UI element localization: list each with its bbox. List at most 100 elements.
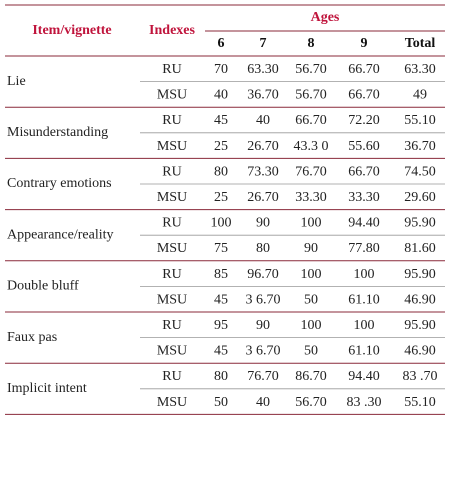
cell: 74.50 xyxy=(404,164,436,179)
cell: 49 xyxy=(413,88,427,103)
item-label: Faux pas xyxy=(7,330,57,345)
cell: 45 xyxy=(214,344,228,359)
cell: 95 xyxy=(214,318,228,333)
cell: 70 xyxy=(214,62,228,77)
cell: 40 xyxy=(256,113,270,128)
cell: 40 xyxy=(214,88,228,103)
index-label: RU xyxy=(162,267,181,282)
cell: 36.70 xyxy=(404,139,436,154)
index-label: MSU xyxy=(157,88,187,103)
cell: 83 .70 xyxy=(403,369,438,384)
cell: 46.90 xyxy=(404,344,436,359)
column-header: 9 xyxy=(361,36,368,51)
cell: 26.70 xyxy=(247,139,279,154)
column-header: Total xyxy=(405,36,436,51)
cell: 25 xyxy=(214,190,228,205)
cell: 50 xyxy=(304,344,318,359)
cell: 29.60 xyxy=(404,190,436,205)
cell: 86.70 xyxy=(295,369,327,384)
cell: 50 xyxy=(304,292,318,307)
index-label: MSU xyxy=(157,190,187,205)
cell: 95.90 xyxy=(404,318,436,333)
cell: 100 xyxy=(354,267,375,282)
cell: 63.30 xyxy=(247,62,279,77)
column-header: 6 xyxy=(218,36,225,51)
cell: 100 xyxy=(301,267,322,282)
cell: 63.30 xyxy=(404,62,436,77)
item-label: Misunderstanding xyxy=(7,125,108,140)
item-label: Implicit intent xyxy=(7,381,87,396)
cell: 61.10 xyxy=(348,292,380,307)
cell: 43.3 0 xyxy=(294,139,329,154)
cell: 100 xyxy=(211,216,232,231)
index-label: RU xyxy=(162,216,181,231)
cell: 45 xyxy=(214,292,228,307)
header-ages: Ages xyxy=(311,10,340,25)
cell: 76.70 xyxy=(247,369,279,384)
index-label: MSU xyxy=(157,241,187,256)
cell: 90 xyxy=(256,318,270,333)
header-item: Item/vignette xyxy=(32,23,111,38)
cell: 80 xyxy=(214,369,228,384)
cell: 66.70 xyxy=(348,88,380,103)
cell: 95.90 xyxy=(404,267,436,282)
index-label: RU xyxy=(162,62,181,77)
cell: 61.10 xyxy=(348,344,380,359)
cell: 66.70 xyxy=(348,62,380,77)
index-label: RU xyxy=(162,164,181,179)
cell: 66.70 xyxy=(348,164,380,179)
item-label: Appearance/reality xyxy=(7,227,114,242)
cell: 96.70 xyxy=(247,267,279,282)
cell: 33.30 xyxy=(348,190,380,205)
index-label: MSU xyxy=(157,344,187,359)
item-label: Lie xyxy=(7,74,26,89)
cell: 76.70 xyxy=(295,164,327,179)
cell: 56.70 xyxy=(295,62,327,77)
index-label: MSU xyxy=(157,139,187,154)
cell: 100 xyxy=(354,318,375,333)
cell: 26.70 xyxy=(247,190,279,205)
cell: 50 xyxy=(214,395,228,410)
cell: 81.60 xyxy=(404,241,436,256)
cell: 55.60 xyxy=(348,139,380,154)
cell: 55.10 xyxy=(404,395,436,410)
cell: 36.70 xyxy=(247,88,279,103)
cell: 77.80 xyxy=(348,241,380,256)
cell: 75 xyxy=(214,241,228,256)
cell: 73.30 xyxy=(247,164,279,179)
cell: 100 xyxy=(301,216,322,231)
cell: 3 6.70 xyxy=(246,292,281,307)
index-label: RU xyxy=(162,369,181,384)
index-label: RU xyxy=(162,113,181,128)
cell: 46.90 xyxy=(404,292,436,307)
cell: 33.30 xyxy=(295,190,327,205)
cell: 83 .30 xyxy=(347,395,382,410)
cell: 55.10 xyxy=(404,113,436,128)
cell: 40 xyxy=(256,395,270,410)
cell: 3 6.70 xyxy=(246,344,281,359)
cell: 72.20 xyxy=(348,113,380,128)
index-label: RU xyxy=(162,318,181,333)
header-indexes: Indexes xyxy=(149,23,195,38)
cell: 95.90 xyxy=(404,216,436,231)
index-label: MSU xyxy=(157,292,187,307)
cell: 94.40 xyxy=(348,216,380,231)
cell: 45 xyxy=(214,113,228,128)
cell: 100 xyxy=(301,318,322,333)
item-label: Contrary emotions xyxy=(7,176,112,191)
cell: 56.70 xyxy=(295,88,327,103)
column-header: 8 xyxy=(308,36,315,51)
cell: 94.40 xyxy=(348,369,380,384)
cell: 90 xyxy=(304,241,318,256)
cell: 85 xyxy=(214,267,228,282)
cell: 90 xyxy=(256,216,270,231)
cell: 80 xyxy=(256,241,270,256)
cell: 66.70 xyxy=(295,113,327,128)
cell: 56.70 xyxy=(295,395,327,410)
index-label: MSU xyxy=(157,395,187,410)
cell: 80 xyxy=(214,164,228,179)
item-label: Double bluff xyxy=(7,279,79,294)
column-header: 7 xyxy=(260,36,267,51)
cell: 25 xyxy=(214,139,228,154)
